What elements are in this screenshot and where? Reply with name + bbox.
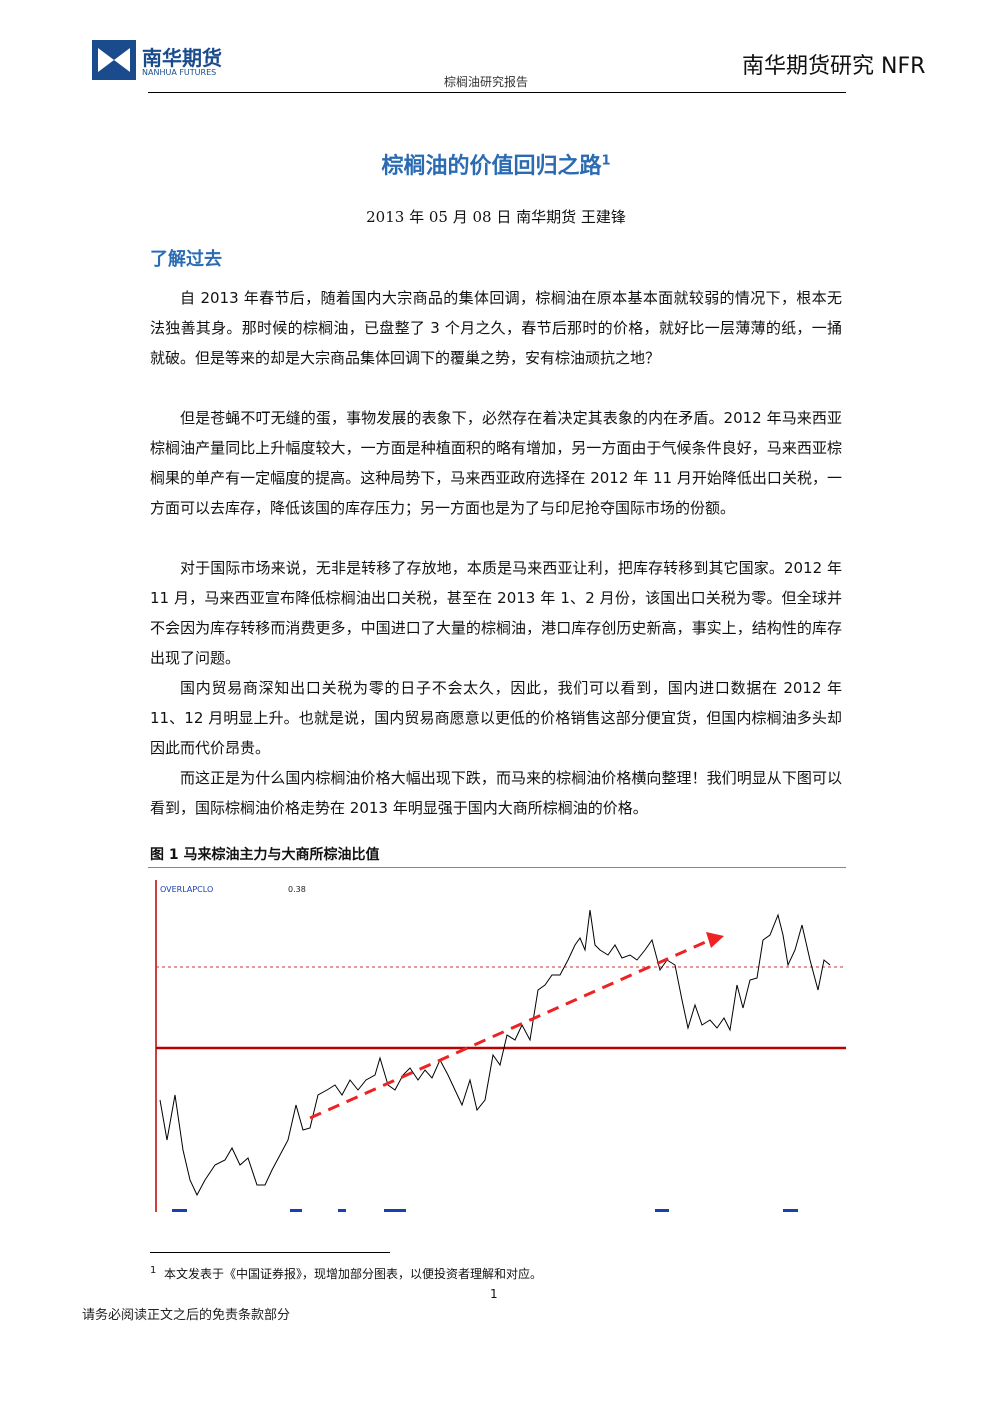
title: 棕榈油的价值回归之路1 [0, 148, 992, 180]
paragraph: 而这正是为什么国内棕榈油价格大幅出现下跌，而马来的棕榈油价格横向整理！我们明显从… [150, 769, 842, 817]
paragraph: 但是苍蝇不叮无缝的蛋，事物发展的表象下，必然存在着决定其表象的内在矛盾。2012… [150, 409, 842, 517]
period-markers [172, 1209, 798, 1212]
section-heading: 了解过去 [150, 249, 222, 270]
indicator-name: OVERLAPCLO [160, 885, 213, 894]
arrow-head [706, 932, 724, 948]
disclaimer: 请务必阅读正文之后的免责条款部分 [82, 1308, 291, 1323]
paragraph: 国内贸易商深知出口关税为零的日子不会太久，因此，我们可以看到，国内进口数据在 2… [150, 679, 842, 757]
page-number: 1 [490, 1287, 498, 1301]
footnote-rule [150, 1252, 390, 1253]
title-note: 1 [601, 153, 611, 169]
footnote-mark: 1 [150, 1265, 157, 1276]
footnote: 1 本文发表于《中国证券报》，现增加部分图表，以便投资者理解和对应。 [150, 1265, 542, 1282]
header-rule [148, 92, 846, 93]
title-text: 棕榈油的价值回归之路 [381, 154, 602, 179]
indicator-value: 0.38 [288, 885, 306, 894]
footnote-text: 本文发表于《中国证券报》，现增加部分图表，以便投资者理解和对应。 [164, 1267, 543, 1281]
logo-icon [92, 40, 136, 80]
header-brand: 南华期货研究 NFR [742, 54, 926, 79]
paragraph: 对于国际市场来说，无非是转移了存放地，本质是马来西亚让利，把库存转移到其它国家。… [150, 559, 842, 667]
caption-rule [148, 867, 846, 868]
header-subtitle: 棕榈油研究报告 [444, 75, 529, 89]
byline: 2013 年 05 月 08 日 南华期货 王建锋 [366, 208, 626, 226]
logo-en: NANHUA FUTURES [142, 68, 217, 77]
ratio-line [159, 909, 831, 1197]
figure-caption: 图 1 马来棕油主力与大商所棕油比值 [150, 847, 380, 863]
logo-cn: 南华期货 [142, 46, 222, 70]
paragraph: 自 2013 年春节后，随着国内大宗商品的集体回调，棕榈油在原本基本面就较弱的情… [150, 289, 842, 367]
figure-chart: OVERLAPCLO 0.38 [150, 880, 846, 1214]
trend-arrow [309, 938, 711, 1120]
